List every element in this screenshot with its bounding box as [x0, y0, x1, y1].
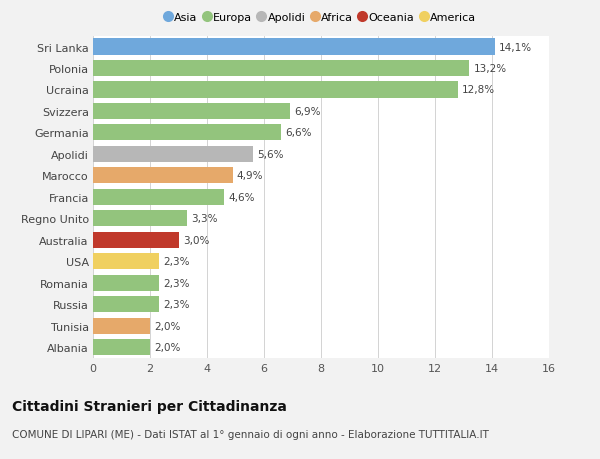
Bar: [93, 146, 253, 162]
Bar: [93, 189, 224, 205]
Text: 13,2%: 13,2%: [473, 64, 506, 74]
Bar: [93, 232, 179, 248]
Text: 6,6%: 6,6%: [286, 128, 312, 138]
Bar: [93, 339, 150, 355]
Text: 3,0%: 3,0%: [183, 235, 209, 245]
Text: 2,3%: 2,3%: [163, 257, 190, 267]
Text: 3,3%: 3,3%: [191, 214, 218, 224]
Text: 2,3%: 2,3%: [163, 278, 190, 288]
Legend: Asia, Europa, Apolidi, Africa, Oceania, America: Asia, Europa, Apolidi, Africa, Oceania, …: [164, 11, 478, 25]
Text: 6,9%: 6,9%: [294, 106, 320, 117]
Bar: [93, 39, 495, 56]
Bar: [93, 104, 290, 120]
Bar: [93, 318, 150, 334]
Text: 2,3%: 2,3%: [163, 299, 190, 309]
Bar: [93, 61, 469, 77]
Text: 2,0%: 2,0%: [154, 321, 181, 331]
Bar: [93, 275, 158, 291]
Bar: [93, 125, 281, 141]
Bar: [93, 253, 158, 269]
Bar: [93, 297, 158, 313]
Text: 4,9%: 4,9%: [237, 171, 263, 181]
Text: 2,0%: 2,0%: [154, 342, 181, 353]
Bar: [93, 211, 187, 227]
Bar: [93, 82, 458, 98]
Text: 12,8%: 12,8%: [462, 85, 495, 95]
Text: Cittadini Stranieri per Cittadinanza: Cittadini Stranieri per Cittadinanza: [12, 399, 287, 413]
Text: COMUNE DI LIPARI (ME) - Dati ISTAT al 1° gennaio di ogni anno - Elaborazione TUT: COMUNE DI LIPARI (ME) - Dati ISTAT al 1°…: [12, 429, 489, 439]
Text: 5,6%: 5,6%: [257, 150, 283, 160]
Bar: [93, 168, 233, 184]
Text: 4,6%: 4,6%: [229, 192, 255, 202]
Text: 14,1%: 14,1%: [499, 42, 532, 52]
